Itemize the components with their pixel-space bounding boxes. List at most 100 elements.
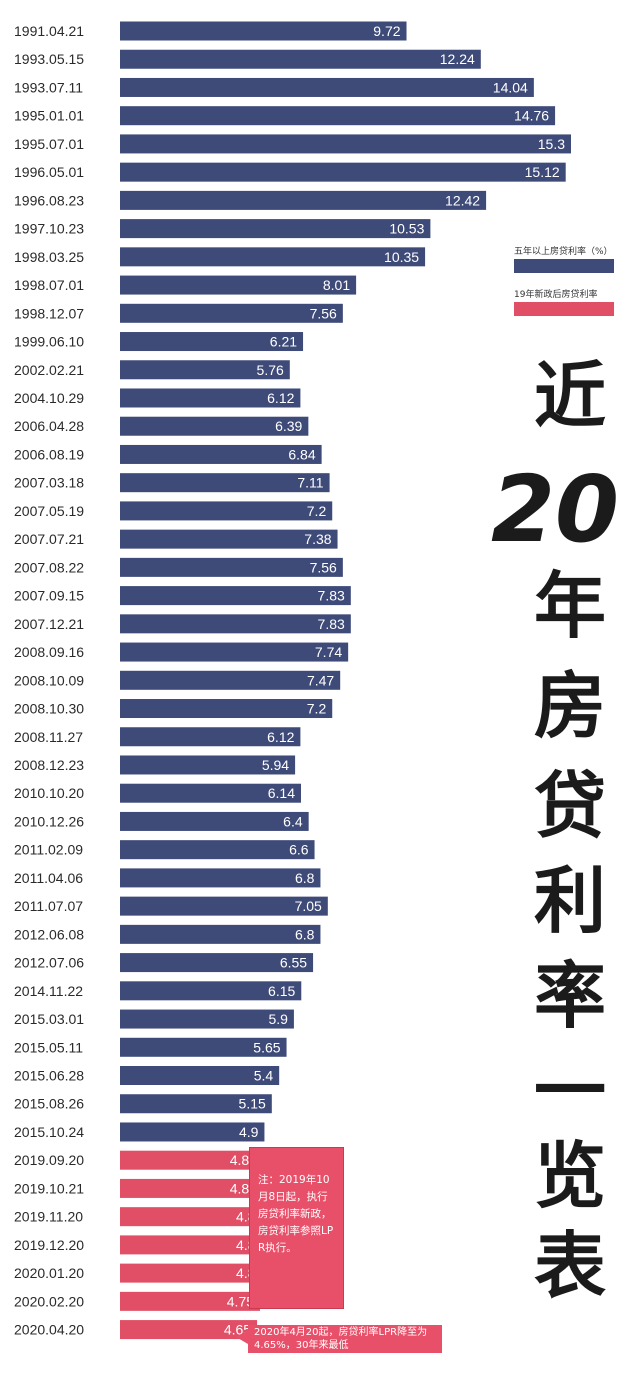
date-label: 2006.04.28: [14, 418, 84, 434]
value-label: 6.55: [280, 955, 307, 971]
date-label: 1998.12.07: [14, 305, 84, 321]
date-label: 1991.04.21: [14, 23, 84, 39]
date-label: 2008.09.16: [14, 644, 84, 660]
date-label: 1993.05.15: [14, 51, 84, 67]
value-label: 10.35: [384, 249, 419, 265]
rate-bar: [120, 49, 481, 69]
rate-bar: [120, 190, 487, 210]
value-label: 7.47: [307, 672, 334, 688]
date-label: 2015.03.01: [14, 1011, 84, 1027]
value-label: 15.12: [525, 164, 560, 180]
date-label: 1998.03.25: [14, 249, 84, 265]
value-label: 15.3: [538, 136, 565, 152]
date-label: 2007.12.21: [14, 616, 84, 632]
value-label: 7.2: [307, 503, 327, 519]
policy-note-box: [250, 1148, 343, 1308]
legend-swatch-series-2: [514, 302, 614, 316]
date-label: 2010.10.20: [14, 785, 84, 801]
date-label: 2020.01.20: [14, 1265, 84, 1281]
rate-bar: [120, 557, 343, 577]
rate-bar: [120, 1037, 287, 1057]
rate-bar: [120, 699, 333, 719]
value-label: 8.01: [323, 277, 350, 293]
value-label: 5.9: [268, 1011, 288, 1027]
legend-label-series-2: 19年新政后房贷利率: [514, 290, 598, 300]
value-label: 7.83: [318, 616, 345, 632]
rate-bar: [120, 755, 296, 775]
date-label: 2020.02.20: [14, 1293, 84, 1309]
rate-bar: [120, 783, 301, 803]
value-label: 6.14: [268, 785, 295, 801]
date-label: 1996.05.01: [14, 164, 84, 180]
value-label: 6.6: [289, 842, 309, 858]
value-label: 7.83: [318, 588, 345, 604]
date-label: 2015.05.11: [14, 1039, 83, 1055]
date-label: 1993.07.11: [14, 79, 83, 95]
value-label: 9.72: [373, 23, 400, 39]
date-label: 2019.09.20: [14, 1152, 84, 1168]
value-label: 4.75: [227, 1293, 254, 1309]
rate-bar: [120, 1066, 280, 1086]
date-label: 2015.06.28: [14, 1068, 84, 1084]
rate-bar: [120, 303, 343, 323]
lpr-callout: 2020年4月20起，房贷利率LPR降至为4.65%，30年来最低: [248, 1325, 442, 1353]
rate-bar: [120, 1122, 265, 1142]
rate-bar: [120, 21, 407, 41]
date-label: 2011.07.07: [14, 898, 83, 914]
date-label: 2007.05.19: [14, 503, 84, 519]
rate-bar: [120, 416, 309, 436]
date-label: 2007.07.21: [14, 531, 84, 547]
rate-bar: [120, 1235, 262, 1255]
value-label: 5.65: [253, 1039, 280, 1055]
rate-bar: [120, 642, 349, 662]
value-label: 6.84: [288, 446, 315, 462]
value-label: 10.53: [389, 221, 424, 237]
value-label: 7.56: [310, 559, 337, 575]
rate-bar: [120, 868, 321, 888]
date-label: 2002.02.21: [14, 362, 84, 378]
rate-bar: [120, 953, 314, 973]
title-char-9: 表: [533, 1224, 606, 1308]
rate-bar: [120, 924, 321, 944]
value-label: 6.39: [275, 418, 302, 434]
date-label: 2015.10.24: [14, 1124, 84, 1140]
rate-bar: [120, 473, 330, 493]
title-char-3: 房: [533, 664, 606, 748]
callout-arrow: [236, 1330, 248, 1344]
date-label: 2008.10.30: [14, 701, 84, 717]
value-label: 6.12: [267, 729, 294, 745]
rate-bar: [120, 840, 315, 860]
value-label: 5.76: [257, 362, 284, 378]
rate-bar: [120, 586, 351, 606]
date-label: 2007.08.22: [14, 559, 84, 575]
date-label: 1999.06.10: [14, 334, 84, 350]
date-label: 2007.03.18: [14, 475, 84, 491]
policy-note-text: 注：2019年10月8日起，执行房贷利率新政，房贷利率参照LPR执行。: [258, 1174, 334, 1254]
rate-bar: [120, 1150, 263, 1170]
date-label: 2011.04.06: [14, 870, 83, 886]
rate-bar: [120, 106, 556, 126]
date-label: 1998.07.01: [14, 277, 84, 293]
rate-bar: [120, 1320, 258, 1340]
title-char-5: 利: [533, 859, 606, 943]
value-label: 7.2: [307, 701, 327, 717]
value-label: 12.42: [445, 192, 480, 208]
value-label: 6.8: [295, 870, 315, 886]
title-char-1: 近: [533, 354, 606, 438]
date-label: 2014.11.22: [14, 983, 83, 999]
rate-bar: [120, 727, 301, 747]
value-label: 6.8: [295, 926, 315, 942]
rate-bar: [120, 247, 426, 267]
date-label: 2008.10.09: [14, 672, 84, 688]
rate-bar: [120, 670, 341, 690]
rate-bar: [120, 360, 290, 380]
date-label: 2020.04.20: [14, 1322, 84, 1338]
date-label: 2012.06.08: [14, 926, 84, 942]
legend-label-series-1: 五年以上房贷利率（%）: [514, 247, 613, 257]
value-label: 4.9: [239, 1124, 259, 1140]
rate-bar: [120, 614, 351, 634]
value-label: 14.76: [514, 108, 549, 124]
rate-bar: [120, 981, 302, 1001]
date-label: 2015.08.26: [14, 1096, 84, 1112]
